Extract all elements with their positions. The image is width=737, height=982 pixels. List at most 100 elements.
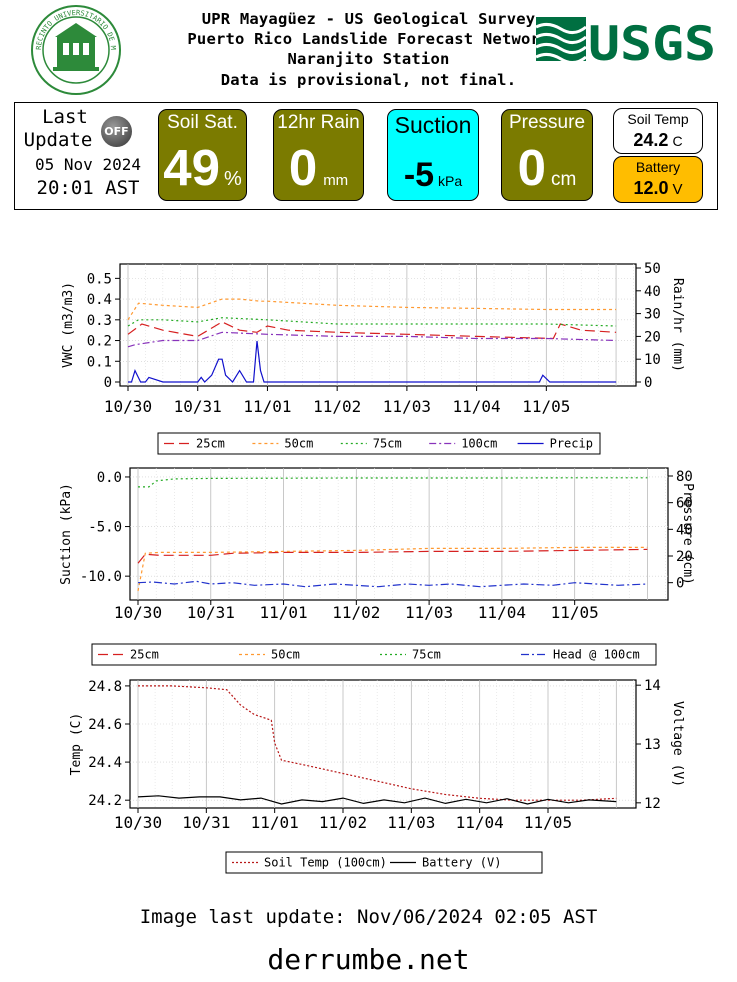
rain-unit: mm [323,172,349,189]
plot-frame [119,263,637,387]
legend-label: 100cm [461,437,497,451]
upr-seal: RECINTO UNIVERSITARIO DE MAYAGÜEZ [25,0,125,95]
x-tick-label: 11/01 [251,813,299,832]
y-tick-label: 0.1 [87,354,112,370]
site-url: derrumbe.net [267,943,470,976]
x-tick-label: 11/04 [456,813,504,832]
legend-box [157,432,601,455]
y2-axis-label: Rain/hr (mm) [670,278,685,372]
suction-unit: kPa [438,173,463,189]
plot-frame [129,679,637,809]
y-tick-label: 0.0 [97,470,122,486]
legend-label: Head @ 100cm [553,648,640,662]
rain-tile: 12hr Rain 0 mm [273,109,364,201]
soil-sat-value: 49 [163,139,220,196]
series-line-25cm [137,548,648,564]
soil-sat-title: Soil Sat. [167,112,238,133]
legend-label: 25cm [196,437,225,451]
series-line-precip [128,340,617,383]
series-line-battery-v- [137,795,617,805]
last-update-time: 20:01 AST [36,177,140,199]
charts-area: 0 0.1 0.2 0.3 0.4 0.5 0 10 20 30 40 50 10/30 10/31 11/… [59,261,695,874]
plot-frame [129,467,669,601]
y2-tick-label: 40 [644,284,661,300]
pressure-unit: cm [551,169,577,190]
y2-axis-label: Pressure (cm) [680,483,695,585]
chart-1: 0 0.1 0.2 0.3 0.4 0.5 0 10 20 30 40 50 10/30 10/31 11/… [61,261,685,455]
x-tick-label: 11/01 [259,603,307,622]
x-tick-label: 11/03 [383,397,431,416]
x-tick-label: 11/02 [319,813,367,832]
off-badge: OFF [101,116,132,147]
y-tick-label: 24.2 [88,793,122,809]
x-tick-label: 11/01 [243,397,291,416]
x-tick-label: 10/31 [174,397,222,416]
y-axis-label: Temp (C) [69,713,84,776]
y-tick-label: -10.0 [80,569,122,585]
x-tick-label: 10/30 [104,397,152,416]
y-tick-label: 24.6 [88,717,122,733]
legend-label: 25cm [130,648,159,662]
series-line-50cm [127,298,617,321]
off-badge-text: OFF [104,125,129,138]
pressure-tile: Pressure 0 cm [501,109,593,201]
y2-tick-label: 20 [676,549,693,565]
header-title-line1: UPR Mayagüez - US Geological Survey [201,10,536,28]
y2-tick-label: 14 [644,678,661,694]
y2-tick-label: 0 [644,375,652,391]
series-line-75cm [127,317,617,327]
x-tick-label: 11/04 [453,397,501,416]
soil-temp-value: 24.2 [633,130,669,150]
battery-value: 12.0 [633,178,669,198]
x-tick-label: 11/02 [313,397,361,416]
y2-axis-label: Voltage (V) [670,701,685,787]
battery-tile: Battery 12.0 V [613,156,703,203]
y-tick-label: 24.4 [88,755,122,771]
x-tick-label: 11/02 [332,603,380,622]
legend-label: Battery (V) [422,856,501,870]
battery-unit: V [672,181,683,198]
y2-tick-label: 20 [644,329,661,345]
x-tick-label: 11/03 [405,603,453,622]
y2-tick-label: 10 [644,352,661,368]
image-last-update: Image last update: Nov/06/2024 02:05 AST [139,906,598,928]
soil-temp-title: Soil Temp [627,111,689,127]
y2-tick-label: 50 [644,261,661,277]
y2-tick-label: 0 [676,576,684,592]
y2-tick-label: 80 [676,469,693,485]
chart-2: -10.0 -5.0 0.0 0 20 40 60 80 10/30 10/31 11/01 11/0… [59,467,695,666]
rain-title: 12hr Rain [277,112,360,133]
rain-value: 0 [288,139,318,196]
battery-title: Battery [635,159,681,175]
last-label: Last [42,106,88,128]
y-tick-label: 0.4 [87,292,112,308]
series-line-75cm [138,477,648,488]
legend-label: 50cm [271,648,300,662]
chart-legend: 25cm 50cm 75cm 100cm Precip [157,432,601,455]
y2-tick-label: 40 [676,522,693,538]
suction-value: -5 [403,156,435,194]
x-tick-label: 11/05 [522,397,570,416]
update-label: Update [23,129,93,151]
series-line-100cm [127,331,617,348]
y-tick-label: 0.5 [87,271,112,287]
y-tick-label: 24.8 [88,679,122,695]
x-tick-label: 10/31 [182,813,230,832]
soil-temp-tile: Soil Temp 24.2 C [613,108,703,154]
y-tick-label: 0 [104,375,112,391]
series-line-head-100cm [137,580,648,588]
status-panel: Last Update OFF 05 Nov 2024 20:01 AST So… [14,102,718,210]
legend-label: Soil Temp (100cm) [264,856,387,870]
x-tick-label: 11/05 [551,603,599,622]
y-tick-label: 0.3 [87,313,112,329]
header-disclaimer: Data is provisional, not final. [220,71,517,89]
legend-label: 75cm [373,437,402,451]
y-axis-label: Suction (kPa) [59,483,74,585]
suction-tile: Suction -5 kPa [387,109,479,201]
legend-box [91,643,657,666]
chart-legend: Soil Temp (100cm) Battery (V) [225,851,543,874]
y2-tick-label: 30 [644,307,661,323]
legend-label: 50cm [284,437,313,451]
pressure-title: Pressure [508,112,586,133]
soil-sat-unit: % [223,168,242,190]
